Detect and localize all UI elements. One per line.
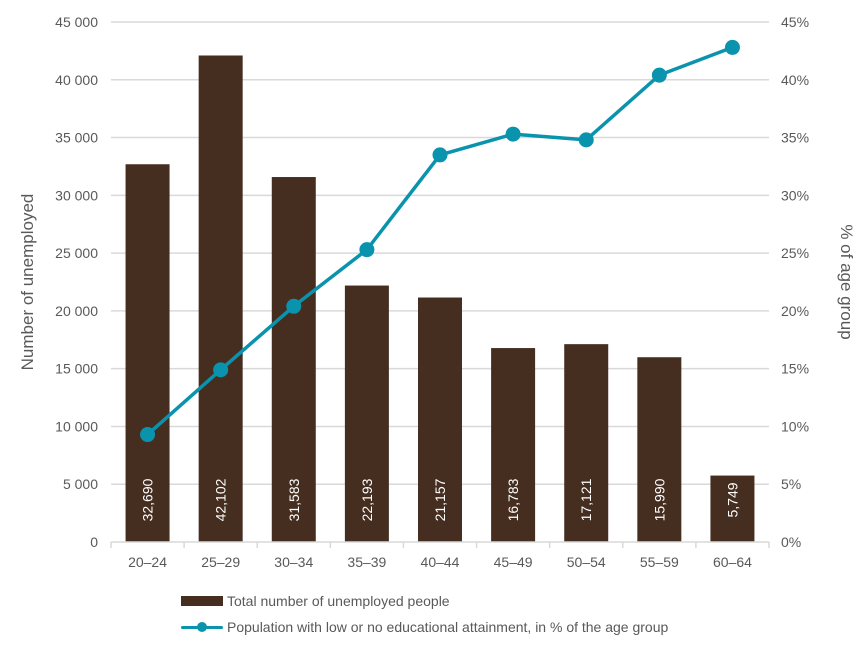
legend-item-line[interactable]: Population with low or no educational at… bbox=[181, 614, 668, 640]
y-left-tick-label: 20 000 bbox=[55, 303, 98, 319]
y-left-tick-label: 25 000 bbox=[55, 245, 98, 261]
y-left-tick-label: 45 000 bbox=[55, 14, 98, 30]
line-point[interactable] bbox=[432, 147, 448, 163]
y-axis-right: 0% 5% 10% 15% 20% 25% 30% 35% 40% 45% bbox=[781, 14, 809, 550]
x-tick-label: 55–59 bbox=[640, 554, 679, 570]
bar[interactable] bbox=[125, 164, 170, 542]
x-tick-label: 25–29 bbox=[201, 554, 240, 570]
y-left-tick-label: 15 000 bbox=[55, 361, 98, 377]
legend-line-marker-icon bbox=[181, 622, 223, 632]
bar[interactable] bbox=[491, 348, 536, 542]
bar[interactable] bbox=[637, 357, 682, 542]
bar-data-label: 16,783 bbox=[505, 478, 521, 521]
legend-bar-swatch-icon bbox=[181, 596, 223, 606]
x-tick-label: 50–54 bbox=[567, 554, 606, 570]
bar-data-label: 21,157 bbox=[432, 478, 448, 521]
legend-item-bars[interactable]: Total number of unemployed people bbox=[181, 588, 668, 614]
y-right-tick-label: 5% bbox=[781, 476, 801, 492]
y-left-tick-label: 5 000 bbox=[63, 476, 98, 492]
y-right-tick-label: 15% bbox=[781, 361, 809, 377]
bar[interactable] bbox=[564, 344, 609, 542]
y-left-tick-label: 10 000 bbox=[55, 418, 98, 434]
y-right-tick-label: 25% bbox=[781, 245, 809, 261]
line-series bbox=[140, 39, 740, 443]
bar-series: 32,690 42,102 31,583 22,193 21,157 16,783 17,1… bbox=[125, 55, 755, 542]
x-tick-label: 35–39 bbox=[347, 554, 386, 570]
bar[interactable] bbox=[198, 55, 243, 542]
y-right-tick-label: 10% bbox=[781, 418, 809, 434]
y-right-tick-label: 30% bbox=[781, 187, 809, 203]
y-axis-right-title: % of age group bbox=[837, 224, 856, 339]
y-right-tick-label: 40% bbox=[781, 72, 809, 88]
x-tick-label: 45–49 bbox=[494, 554, 533, 570]
line-point[interactable] bbox=[578, 132, 594, 148]
x-tick-label: 20–24 bbox=[128, 554, 167, 570]
line-point[interactable] bbox=[505, 126, 521, 142]
bar[interactable] bbox=[710, 475, 755, 542]
x-tick-label: 30–34 bbox=[274, 554, 313, 570]
line-point[interactable] bbox=[651, 67, 667, 83]
bar-data-label: 17,121 bbox=[578, 478, 594, 521]
bar-data-label: 31,583 bbox=[286, 478, 302, 521]
y-axis-left: 0 5 000 10 000 15 000 20 000 25 000 30 000 35 0… bbox=[55, 14, 98, 550]
line-point[interactable] bbox=[286, 298, 302, 314]
y-left-tick-label: 35 000 bbox=[55, 130, 98, 146]
bar-data-label: 22,193 bbox=[359, 478, 375, 521]
bar-data-label: 15,990 bbox=[651, 478, 667, 521]
y-right-tick-label: 20% bbox=[781, 303, 809, 319]
y-right-tick-label: 35% bbox=[781, 130, 809, 146]
bar[interactable] bbox=[344, 285, 389, 542]
legend: Total number of unemployed people Popula… bbox=[181, 588, 668, 640]
y-left-tick-label: 40 000 bbox=[55, 72, 98, 88]
legend-label-bars: Total number of unemployed people bbox=[227, 593, 450, 609]
x-tick-label: 40–44 bbox=[421, 554, 460, 570]
bar[interactable] bbox=[418, 297, 462, 542]
line-point[interactable] bbox=[213, 362, 229, 378]
y-axis-left-title: Number of unemployed bbox=[18, 194, 37, 371]
y-right-tick-label: 45% bbox=[781, 14, 809, 30]
legend-label-line: Population with low or no educational at… bbox=[227, 619, 669, 635]
line-point[interactable] bbox=[140, 427, 156, 443]
bar-data-label: 32,690 bbox=[140, 478, 156, 521]
y-left-tick-label: 30 000 bbox=[55, 187, 98, 203]
x-tick-label: 60–64 bbox=[713, 554, 752, 570]
y-right-tick-label: 0% bbox=[781, 534, 801, 550]
bar[interactable] bbox=[271, 177, 316, 542]
line-point[interactable] bbox=[724, 39, 740, 55]
bar-data-label: 5,749 bbox=[724, 482, 740, 517]
line-point[interactable] bbox=[359, 242, 375, 258]
x-axis: 20–24 25–29 30–34 35–39 40–44 45–49 50–54 55–59… bbox=[110, 541, 770, 570]
y-left-tick-label: 0 bbox=[90, 534, 98, 550]
bar-data-label: 42,102 bbox=[213, 478, 229, 521]
